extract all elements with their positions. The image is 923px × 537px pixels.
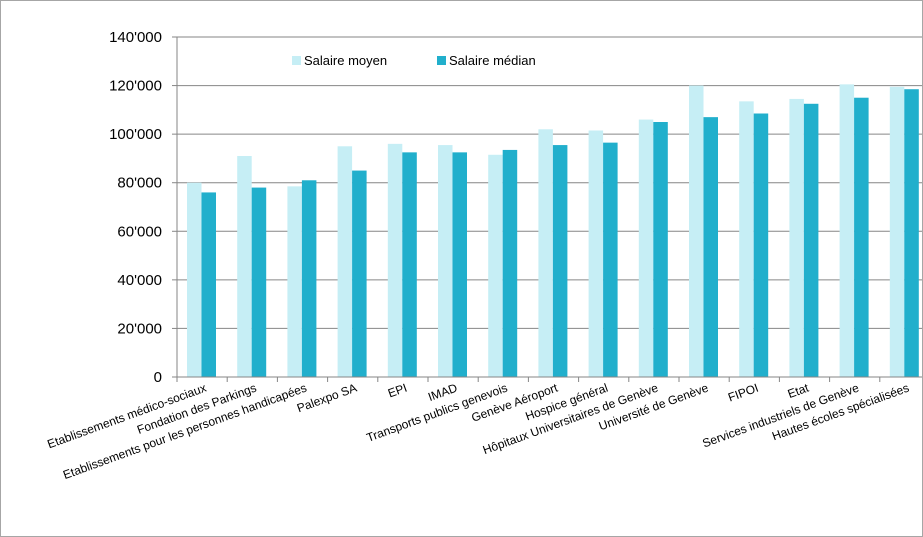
bar-salaire-median: [402, 152, 417, 377]
bar-salaire-median: [603, 142, 618, 377]
bar-salaire-moyen: [337, 146, 353, 377]
legend-label: Salaire médian: [449, 53, 536, 68]
bar-salaire-median: [201, 192, 216, 377]
bar-salaire-median: [502, 149, 518, 377]
y-tick-label: 0: [154, 369, 162, 386]
legend-salaire-moyen: Salaire moyen: [292, 53, 387, 68]
bar-salaire-moyen: [638, 119, 654, 378]
legend-swatch: [292, 56, 301, 65]
bar-salaire-moyen: [187, 182, 202, 377]
bar-salaire-moyen: [689, 85, 704, 378]
bar-salaire-median: [352, 170, 367, 377]
bar-salaire-moyen: [739, 101, 754, 377]
bar-salaire-moyen: [789, 98, 804, 377]
legend-salaire-median: Salaire médian: [437, 53, 536, 68]
legend-label: Salaire moyen: [304, 53, 387, 68]
y-tick-label: 120'000: [109, 78, 162, 95]
y-tick-label: 80'000: [117, 175, 162, 192]
y-tick-label: 20'000: [117, 320, 162, 337]
legend-swatch: [437, 56, 446, 65]
category-label: FIPOI: [726, 381, 760, 405]
bar-salaire-median: [452, 152, 467, 377]
y-tick-labels: 0 20'000 40'000 60'000 80'000 100'000 120'000 1…: [109, 29, 162, 386]
bar-salaire-moyen: [287, 186, 302, 377]
bar-salaire-median: [301, 180, 317, 377]
bar-salaire-moyen: [839, 84, 855, 377]
bar-salaire-moyen: [237, 156, 252, 377]
bar-salaire-median: [904, 89, 919, 377]
bar-salaire-median: [552, 145, 568, 377]
bar-salaire-median: [703, 117, 718, 378]
bar-salaire-moyen: [889, 86, 905, 378]
bar-salaire-median: [854, 97, 869, 377]
bar-salaire-median: [753, 113, 769, 377]
bar-salaire-moyen: [588, 130, 604, 377]
bars: [187, 84, 919, 378]
category-label: EPI: [386, 381, 409, 401]
bar-salaire-median: [251, 187, 267, 377]
bar-salaire-median: [653, 122, 668, 377]
bar-salaire-moyen: [438, 145, 453, 377]
legend: Salaire moyen Salaire médian: [292, 53, 536, 68]
axes: [172, 36, 922, 382]
bar-salaire-moyen: [538, 129, 553, 377]
bar-salaire-moyen: [488, 154, 503, 377]
y-tick-label: 40'000: [117, 272, 162, 289]
y-tick-label: 60'000: [117, 223, 162, 240]
y-tick-label: 100'000: [109, 126, 162, 143]
bar-salaire-median: [803, 103, 819, 378]
y-tick-label: 140'000: [109, 29, 162, 46]
bar-salaire-moyen: [387, 143, 403, 377]
